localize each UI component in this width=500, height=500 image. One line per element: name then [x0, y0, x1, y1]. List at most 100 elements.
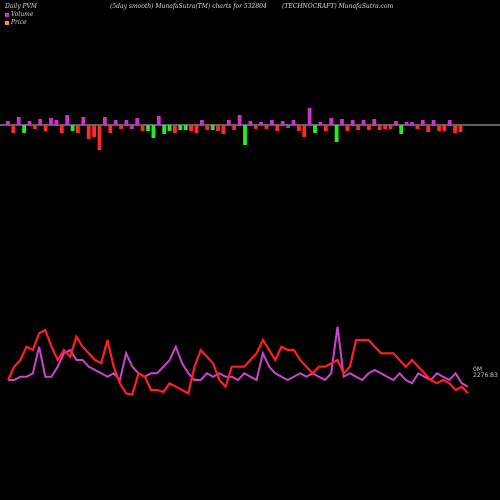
- volume-bar: [291, 120, 296, 125]
- legend-volume-swatch: [5, 12, 9, 17]
- volume-bar: [22, 125, 26, 133]
- volume-bar: [307, 108, 312, 125]
- volume-bar: [356, 125, 360, 130]
- volume-bar: [372, 119, 377, 125]
- volume-bar: [86, 125, 91, 139]
- volume-bar: [38, 119, 43, 125]
- volume-bar: [458, 125, 463, 132]
- price-value-label: 2276.83: [473, 372, 498, 379]
- volume-bar: [264, 125, 269, 129]
- volume-bar: [129, 125, 134, 129]
- volume-bar: [173, 125, 177, 133]
- volume-bars: [6, 108, 463, 150]
- volume-bar: [367, 125, 371, 130]
- volume-bar: [431, 120, 436, 125]
- volume-bar: [43, 125, 48, 131]
- volume-bar: [253, 125, 258, 129]
- volume-bar: [146, 125, 150, 131]
- volume-bar: [11, 125, 16, 133]
- volume-bar: [323, 125, 328, 131]
- volume-bar: [270, 120, 274, 125]
- volume-bar: [345, 125, 350, 131]
- volume-bar: [232, 125, 237, 130]
- volume-bar: [167, 125, 172, 131]
- volume-bar: [81, 117, 86, 125]
- volume-bar: [103, 117, 107, 125]
- volume-bar: [65, 115, 70, 125]
- volume-bar: [70, 125, 75, 131]
- volume-bar: [329, 118, 334, 125]
- volume-bar: [151, 125, 156, 138]
- volume-bar: [76, 125, 80, 133]
- volume-bar: [404, 122, 409, 125]
- volume-bar: [92, 125, 96, 137]
- legend-volume: Volume: [5, 11, 33, 18]
- volume-bar: [135, 118, 140, 125]
- volume-bar: [162, 125, 167, 134]
- volume-line: [8, 326, 469, 388]
- volume-bar: [280, 121, 285, 125]
- volume-bar: [453, 125, 457, 133]
- volume-bar: [340, 119, 344, 125]
- volume-bar: [377, 125, 382, 130]
- price-line: [7, 328, 469, 397]
- volume-bar: [350, 120, 355, 125]
- volume-bar: [108, 125, 113, 133]
- volume-bar: [49, 118, 53, 125]
- volume-bar: [178, 125, 183, 130]
- volume-bar: [200, 120, 204, 125]
- volume-bar: [119, 125, 123, 129]
- chart-header-left: Daily PVM: [5, 3, 38, 10]
- volume-bar: [275, 125, 280, 131]
- volume-bar: [59, 125, 64, 133]
- volume-value-label: 0M: [473, 366, 482, 373]
- volume-bar: [183, 125, 188, 130]
- chart-header-right: (TECHNOCRAFT) MunafaSutra.com: [282, 3, 394, 10]
- volume-bar: [221, 125, 226, 134]
- legend-price-swatch: [5, 20, 9, 25]
- volume-bar: [140, 125, 145, 131]
- volume-bar: [442, 125, 447, 131]
- volume-bar: [54, 120, 59, 125]
- volume-bar: [226, 120, 231, 125]
- volume-bar: [248, 121, 253, 125]
- volume-bar: [388, 125, 393, 129]
- chart-header-middle: (5day smooth) MunafaSutra(TM) charts for…: [110, 3, 267, 10]
- volume-bar: [189, 125, 193, 131]
- legend-price: Price: [5, 19, 27, 26]
- volume-bar: [410, 122, 414, 125]
- volume-bar: [383, 125, 387, 129]
- volume-bar: [205, 125, 210, 130]
- volume-bar: [237, 115, 242, 125]
- volume-bar: [302, 125, 307, 137]
- volume-bar: [415, 125, 420, 129]
- volume-bar: [313, 125, 317, 133]
- volume-bar: [318, 122, 323, 125]
- volume-bar: [194, 125, 199, 133]
- volume-bar: [27, 121, 32, 125]
- legend-price-label: Price: [11, 19, 27, 26]
- volume-bar: [243, 125, 247, 145]
- volume-bar: [210, 125, 215, 130]
- volume-bar: [32, 125, 37, 129]
- volume-bar: [16, 117, 21, 125]
- volume-bar: [259, 122, 263, 125]
- volume-bar: [297, 125, 301, 131]
- volume-bar: [437, 125, 441, 131]
- volume-bar: [6, 121, 10, 125]
- volume-bar: [420, 120, 425, 125]
- volume-bar: [399, 125, 404, 134]
- volume-bar: [124, 120, 129, 125]
- volume-bar: [361, 120, 366, 125]
- legend-volume-label: Volume: [11, 11, 34, 18]
- volume-bar: [394, 121, 398, 125]
- volume-bar: [156, 116, 161, 125]
- volume-bar: [216, 125, 220, 131]
- volume-bar: [113, 120, 118, 125]
- volume-bar: [334, 125, 339, 142]
- volume-bar: [286, 125, 290, 128]
- volume-bar: [426, 125, 431, 132]
- volume-bar: [447, 120, 452, 125]
- volume-bar: [97, 125, 102, 150]
